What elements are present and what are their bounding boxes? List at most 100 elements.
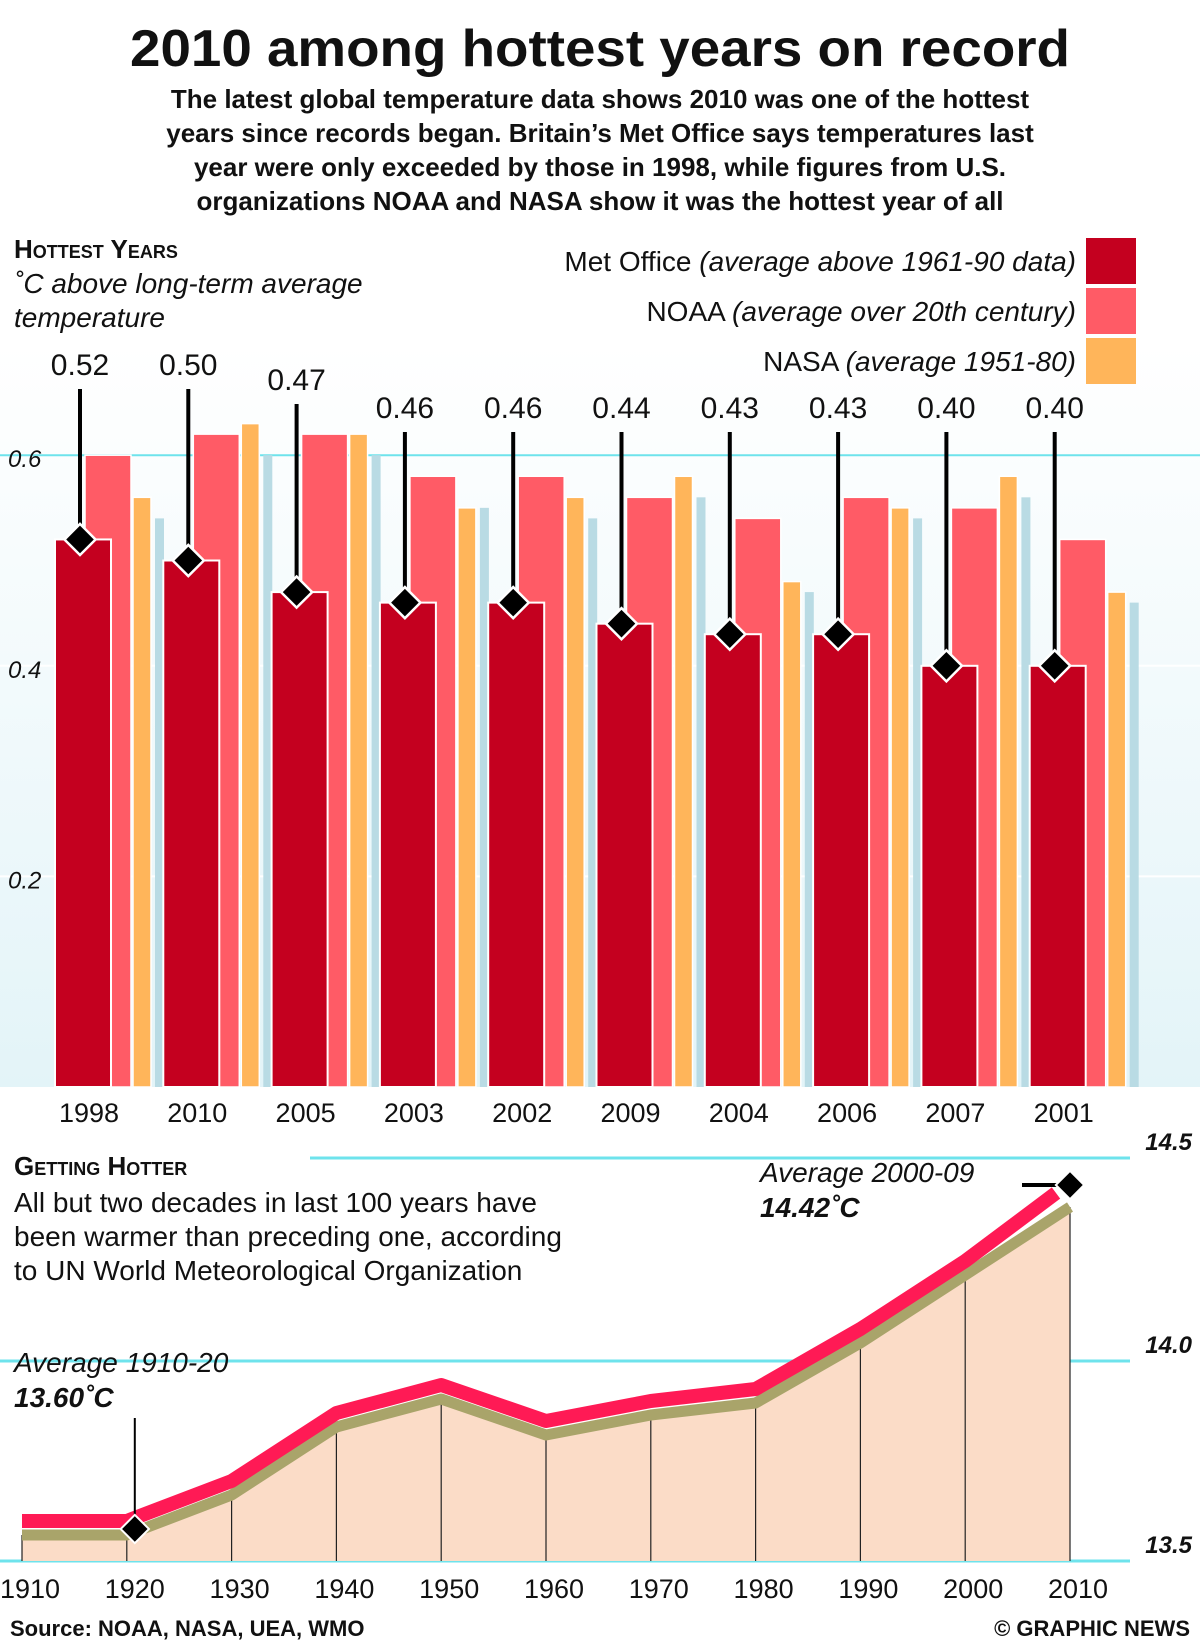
bar-background — [155, 518, 164, 1087]
bar-chart-bars — [54, 422, 1139, 1089]
legend-space — [724, 296, 732, 327]
bar-met-office — [162, 559, 221, 1088]
subtitle-line: year were only exceeded by those in 1998… — [194, 152, 1006, 182]
y-tick-label: 0.4 — [8, 657, 41, 684]
x-tick-label: 2001 — [1034, 1098, 1094, 1128]
legend-series-name: Met Office — [564, 246, 691, 277]
x-tick-label: 2010 — [167, 1098, 227, 1128]
bar-met-office — [920, 664, 979, 1088]
legend-space — [838, 346, 846, 377]
legend-swatch — [1086, 288, 1136, 334]
data-label: 0.44 — [592, 392, 650, 425]
bar-background — [263, 455, 273, 1087]
data-label: 0.40 — [1026, 392, 1084, 425]
data-label: 0.43 — [809, 392, 867, 425]
bar-nasa — [457, 507, 477, 1088]
data-point-diamond — [495, 585, 531, 620]
data-point-diamond — [62, 522, 98, 557]
data-point-diamond — [1037, 648, 1073, 684]
x-tick-label: 2004 — [709, 1098, 769, 1128]
subtitle-line: years since records began. Britain’s Met… — [166, 118, 1034, 148]
line-chart: 13.5 14.0 14.5 1910 1920 1930 1940 1950 1960 1970… — [0, 1129, 1193, 1604]
x-tick-label: 1910 — [0, 1574, 60, 1604]
bar-chart-title: Hottest Years — [14, 234, 178, 264]
line-chart-description: All but two decades in last 100 years ha… — [14, 1187, 537, 1218]
legend: Met Office (average above 1961-90 data) N… — [564, 238, 1136, 384]
annotation-2000-value: 14.42˚C — [760, 1192, 860, 1223]
legend-space — [692, 246, 700, 277]
data-point-diamond — [820, 616, 856, 652]
credit: © GRAPHIC NEWS — [994, 1616, 1190, 1641]
data-point-diamond — [387, 585, 423, 620]
legend-series-name: NOAA — [646, 296, 726, 327]
data-point-diamond — [929, 648, 964, 684]
data-label: 0.46 — [376, 392, 434, 425]
annotation-2000-label: Average 2000-09 — [758, 1157, 974, 1188]
bar-nasa — [998, 475, 1019, 1088]
legend-series-note: (average above 1961-90 data) — [699, 246, 1076, 277]
bar-chart-labels: 0.52 1998 0.50 2010 0.47 2005 0.46 2003 0.46 2002… — [51, 349, 1094, 1128]
legend-swatch — [1086, 238, 1136, 284]
legend-swatch — [1086, 338, 1136, 384]
annotation-1910-value: 13.60˚C — [14, 1382, 114, 1413]
y-tick-label: 14.0 — [1145, 1332, 1192, 1359]
area-fill — [22, 1207, 1070, 1561]
bar-met-office — [54, 538, 112, 1088]
bar-nasa — [673, 475, 694, 1088]
legend-series-note: (average over 20th century) — [732, 296, 1076, 327]
bar-background — [1129, 602, 1139, 1087]
bar-chart-ylabel: ˚C above long-term average — [14, 268, 363, 299]
data-point-diamond — [604, 606, 639, 642]
bar-met-office — [812, 633, 871, 1089]
annotation-diamond — [1054, 1169, 1086, 1201]
x-tick-label: 2003 — [384, 1098, 444, 1128]
x-tick-label: 2006 — [817, 1098, 877, 1128]
x-tick-label: 2000 — [943, 1574, 1003, 1604]
x-tick-label: 1960 — [524, 1574, 584, 1604]
bar-nasa — [132, 496, 152, 1088]
bar-nasa — [782, 580, 802, 1088]
data-point-diamond — [279, 574, 314, 610]
source-note: Source: NOAA, NASA, UEA, WMO — [10, 1616, 364, 1641]
legend-series-name: NASA — [763, 346, 840, 377]
legend-label: Met Office (average above 1961-90 data) — [564, 246, 1076, 277]
data-label: 0.43 — [701, 392, 759, 425]
trend-line — [22, 1187, 1061, 1528]
bar-background — [1021, 497, 1031, 1087]
bar-nasa — [348, 433, 369, 1088]
x-tick-label: 1980 — [734, 1574, 794, 1604]
legend-series-note: (average 1951-80) — [846, 346, 1076, 377]
annotation-diamond — [119, 1513, 151, 1545]
data-label: 0.50 — [159, 349, 217, 382]
bar-background — [588, 518, 598, 1087]
legend-label: NOAA (average over 20th century) — [646, 296, 1076, 327]
page-title: 2010 among hottest years on record — [130, 20, 1070, 78]
x-tick-label: 1930 — [210, 1574, 270, 1604]
bar-background — [913, 518, 923, 1087]
trend-line-shadow — [22, 1202, 1073, 1541]
bar-met-office — [703, 633, 762, 1089]
bar-nasa — [1106, 591, 1127, 1088]
bar-met-office — [270, 591, 329, 1089]
bar-background — [371, 455, 381, 1087]
data-label: 0.40 — [917, 392, 975, 425]
bar-met-office — [378, 601, 437, 1088]
legend-label: NASA (average 1951-80) — [763, 346, 1076, 377]
x-tick-label: 2005 — [276, 1098, 336, 1128]
data-point-diamond — [170, 543, 206, 578]
data-label: 0.46 — [484, 392, 542, 425]
bar-background — [804, 592, 814, 1087]
x-tick-label: 2009 — [600, 1098, 660, 1128]
y-tick-label: 13.5 — [1145, 1532, 1192, 1559]
bar-nasa — [890, 507, 910, 1088]
bar-nasa — [565, 496, 585, 1088]
x-tick-label: 2007 — [925, 1098, 985, 1128]
y-tick-label: 0.6 — [8, 446, 42, 473]
x-tick-label: 2010 — [1048, 1574, 1108, 1604]
subtitle-line: organizations NOAA and NASA show it was … — [196, 186, 1003, 216]
line-chart-title: Getting Hotter — [14, 1151, 187, 1181]
x-tick-label: 1940 — [314, 1574, 374, 1604]
annotation-1910-label: Average 1910-20 — [12, 1347, 229, 1378]
bar-met-office — [595, 622, 654, 1088]
data-point-diamond — [712, 616, 748, 652]
